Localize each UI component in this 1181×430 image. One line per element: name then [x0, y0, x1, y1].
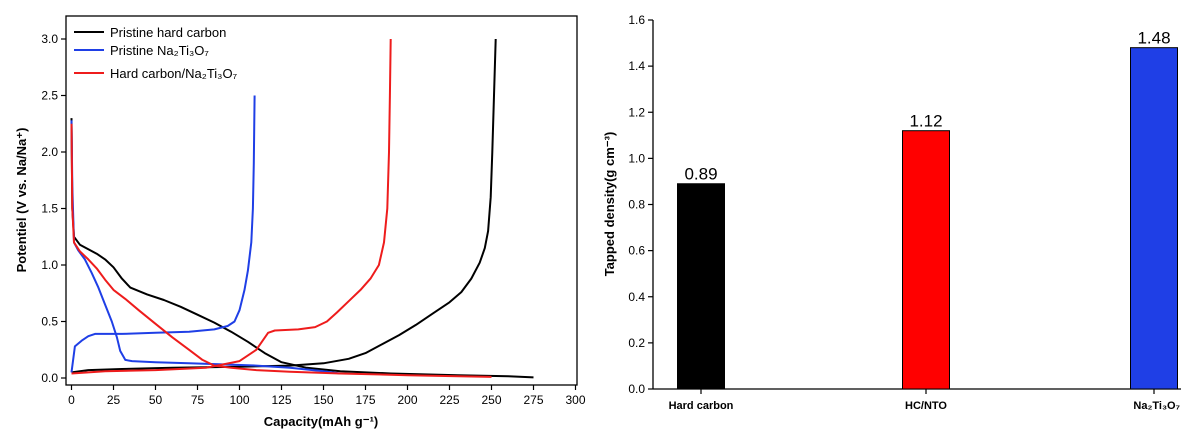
- series-3-charge-line: [71, 38, 392, 375]
- right-y-tick-label: 0.4: [628, 290, 645, 304]
- right-y-tick-label: 0.2: [628, 336, 645, 350]
- right-bars: 0.89 Hard carbon 1.12 HC/NTO 1.48 Na₂Ti₃O₇: [669, 29, 1180, 412]
- left-plot-frame: [65, 15, 578, 386]
- legend-label-composite: Hard carbon/Na₂Ti₃O₇: [110, 66, 238, 81]
- left-y-tick-label: 0.5: [41, 315, 58, 329]
- right-x-category-label: HC/NTO: [905, 400, 947, 412]
- series-2-charge-line: [70, 95, 256, 373]
- bar-hc-nto: [902, 130, 950, 390]
- right-x-category-label: Hard carbon: [669, 400, 734, 412]
- left-x-tick-label: 175: [355, 393, 375, 407]
- left-x-tick-label: 100: [229, 393, 249, 407]
- right-y-ticks: 0.0 0.2 0.4 0.6 0.8 1.0 1.2 1.4 1.6: [628, 13, 653, 396]
- bar-value-label: 0.89: [684, 165, 717, 184]
- left-y-tick-label: 2.5: [41, 89, 58, 103]
- series-3-discharge-line: [70, 123, 492, 378]
- tapped-density-chart: 0.0 0.2 0.4 0.6 0.8 1.0 1.2 1.4 1.6 0.89 Hard car…: [602, 13, 1181, 412]
- left-x-axis-title: Capacity(mAh g⁻¹): [264, 414, 378, 429]
- left-y-ticks: 0.0 0.5 1.0 1.5 2.0 2.5 3.0: [41, 32, 66, 385]
- left-x-tick-label: 150: [313, 393, 333, 407]
- left-y-tick-label: 0.0: [41, 371, 58, 385]
- left-x-tick-label: 25: [107, 393, 121, 407]
- left-x-tick-label: 225: [439, 393, 459, 407]
- right-y-tick-label: 1.0: [628, 151, 645, 165]
- capacity-potential-chart: 0 25 50 75 100 125 150 175 200 225 250 275 300 0.00.…: [14, 15, 586, 429]
- left-x-ticks: 0 25 50 75 100 125 150 175 200 225 250 275 300: [68, 385, 586, 407]
- left-y-axis-title: Potentiel (V vs. Na/Na⁺): [14, 128, 29, 273]
- right-y-tick-label: 1.2: [628, 105, 645, 119]
- series-2-discharge-line: [70, 120, 341, 375]
- left-x-tick-label: 0: [68, 393, 75, 407]
- right-y-tick-label: 0.0: [628, 382, 645, 396]
- left-series-lines: [70, 38, 534, 379]
- left-x-tick-label: 75: [191, 393, 205, 407]
- bar-na-ti-o: [1130, 47, 1178, 390]
- right-y-tick-label: 0.6: [628, 244, 645, 258]
- left-y-tick-label: 2.0: [41, 145, 58, 159]
- left-x-tick-label: 275: [523, 393, 543, 407]
- right-y-tick-label: 0.8: [628, 198, 645, 212]
- right-y-tick-label: 1.4: [628, 59, 645, 73]
- left-x-tick-label: 200: [397, 393, 417, 407]
- series-1-discharge-line: [70, 118, 534, 379]
- left-x-tick-label: 250: [481, 393, 501, 407]
- legend-label-na2ti3o7: Pristine Na₂Ti₃O₇: [110, 43, 209, 58]
- bar-value-label: 1.12: [909, 112, 942, 131]
- left-x-tick-label: 125: [271, 393, 291, 407]
- right-y-axis-title: Tapped density(g cm⁻³): [602, 132, 617, 277]
- left-x-tick-label: 50: [149, 393, 163, 407]
- right-x-category-label: Na₂Ti₃O₇: [1133, 400, 1180, 412]
- series-1-charge-line: [71, 38, 497, 374]
- legend-label-hard-carbon: Pristine hard carbon: [110, 25, 226, 40]
- right-y-tick-label: 1.6: [628, 13, 645, 27]
- left-x-tick-label: 300: [565, 393, 585, 407]
- left-y-tick-label: 1.5: [41, 202, 58, 216]
- bar-hard-carbon: [677, 183, 725, 390]
- left-y-tick-label: 3.0: [41, 32, 58, 46]
- bar-value-label: 1.48: [1137, 29, 1170, 48]
- left-y-tick-label: 1.0: [41, 258, 58, 272]
- left-legend: Pristine hard carbon Pristine Na₂Ti₃O₇ H…: [74, 25, 238, 81]
